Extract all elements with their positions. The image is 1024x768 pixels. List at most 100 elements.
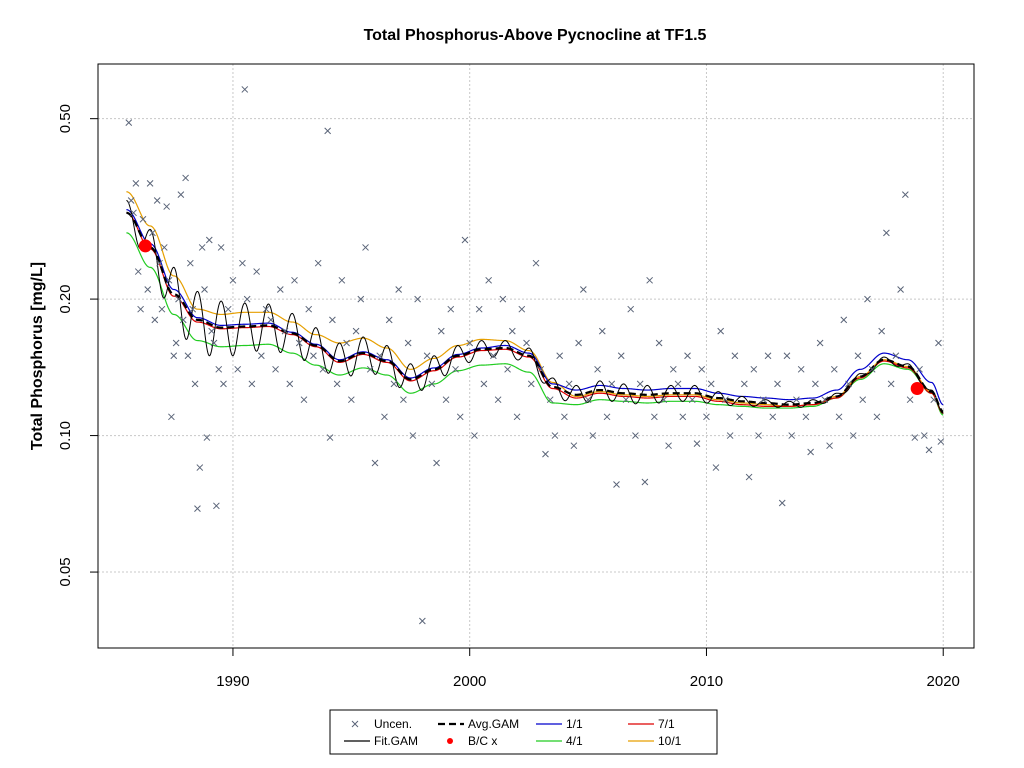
observation-point <box>172 339 180 347</box>
observation-point <box>333 380 341 388</box>
observation-point <box>272 365 279 373</box>
observation-point <box>480 380 488 388</box>
observation-point <box>840 316 848 324</box>
observation-point <box>267 316 275 324</box>
observation-point <box>551 432 559 439</box>
observation-point <box>390 380 398 388</box>
observation-point <box>153 197 161 204</box>
observation-point <box>740 380 748 388</box>
observation-point <box>608 380 616 388</box>
observation-point <box>310 352 317 360</box>
observation-point <box>291 276 298 284</box>
legend-label: Fit.GAM <box>374 734 418 748</box>
observation-point <box>203 434 211 441</box>
observation-point <box>764 352 772 360</box>
observation-point <box>134 268 142 275</box>
observation-point <box>807 448 814 456</box>
observation-point <box>338 276 346 284</box>
observation-point <box>179 316 187 324</box>
observation-point <box>286 380 294 388</box>
observation-point <box>584 396 592 404</box>
observation-point <box>130 209 137 217</box>
observation-point <box>490 352 497 360</box>
observation-point <box>665 442 672 450</box>
observation-point <box>220 380 227 388</box>
y-axis: 0.05 0.10 0.20 0.50 <box>57 104 98 587</box>
observation-point <box>409 432 417 439</box>
observation-point <box>527 380 535 388</box>
series-line-10-1 <box>126 191 944 414</box>
observation-point <box>262 305 270 313</box>
observation-point <box>241 86 249 93</box>
observation-point <box>565 380 573 388</box>
observation-point <box>883 229 890 237</box>
observation-point <box>707 380 715 388</box>
observation-point <box>911 434 919 441</box>
observation-point <box>556 352 564 360</box>
legend: Uncen. Fit.GAM Avg.GAM B/C x 1/1 4/1 7/1 10/1 <box>329 709 718 755</box>
observation-points <box>125 86 945 625</box>
observation-point <box>319 365 327 373</box>
observation-point <box>381 413 388 421</box>
observation-point <box>139 215 147 223</box>
observation-point <box>224 305 232 313</box>
observation-point <box>499 295 507 303</box>
observation-point <box>366 365 374 373</box>
observation-point <box>314 259 322 267</box>
observation-point <box>835 413 843 421</box>
observation-point <box>258 352 265 360</box>
observation-point <box>603 413 611 421</box>
observation-point <box>414 295 421 303</box>
observation-point <box>674 380 682 388</box>
observation-point <box>163 203 171 210</box>
observation-point <box>532 259 540 267</box>
observation-point <box>598 327 606 335</box>
observation-point <box>494 396 502 404</box>
legend-symbol <box>351 720 359 728</box>
observation-point <box>712 464 720 471</box>
observation-point <box>210 339 218 347</box>
observation-point <box>878 327 886 335</box>
observation-point <box>194 505 201 512</box>
observation-point <box>433 459 440 467</box>
observation-point <box>151 316 159 324</box>
observation-point <box>471 432 478 439</box>
observation-point <box>137 305 144 313</box>
observation-point <box>343 339 350 347</box>
observation-point <box>774 380 781 388</box>
observation-point <box>168 413 175 421</box>
plot-frame <box>97 63 975 649</box>
observation-point <box>698 365 706 373</box>
observation-point <box>400 396 407 404</box>
observation-point <box>165 276 173 284</box>
observation-point <box>170 352 178 360</box>
y-tick-label: 0.10 <box>57 421 74 450</box>
observation-point <box>419 617 426 625</box>
observation-point <box>485 276 493 284</box>
observation-point <box>347 396 355 404</box>
y-tick-label: 0.50 <box>57 104 74 133</box>
observation-point <box>229 276 237 284</box>
observation-point <box>937 438 945 445</box>
observation-point <box>935 339 942 347</box>
observation-point <box>189 305 197 313</box>
legend-label: Avg.GAM <box>468 717 519 731</box>
observation-point <box>641 478 649 486</box>
observation-point <box>196 464 204 471</box>
observation-point <box>617 352 625 360</box>
observation-point <box>717 327 725 335</box>
observation-point <box>504 365 511 373</box>
chart-title: Total Phosphorus-Above Pycnocline at TF1… <box>364 27 707 44</box>
observation-point <box>329 316 336 324</box>
observation-point <box>613 481 620 488</box>
legend-label: 1/1 <box>566 717 583 731</box>
observation-point <box>660 396 668 404</box>
observation-point <box>281 327 289 335</box>
bc-points <box>138 239 924 396</box>
observation-point <box>802 413 810 421</box>
observation-point <box>920 432 928 439</box>
observation-point <box>651 413 658 421</box>
observation-point <box>627 305 635 313</box>
observation-point <box>684 352 691 360</box>
